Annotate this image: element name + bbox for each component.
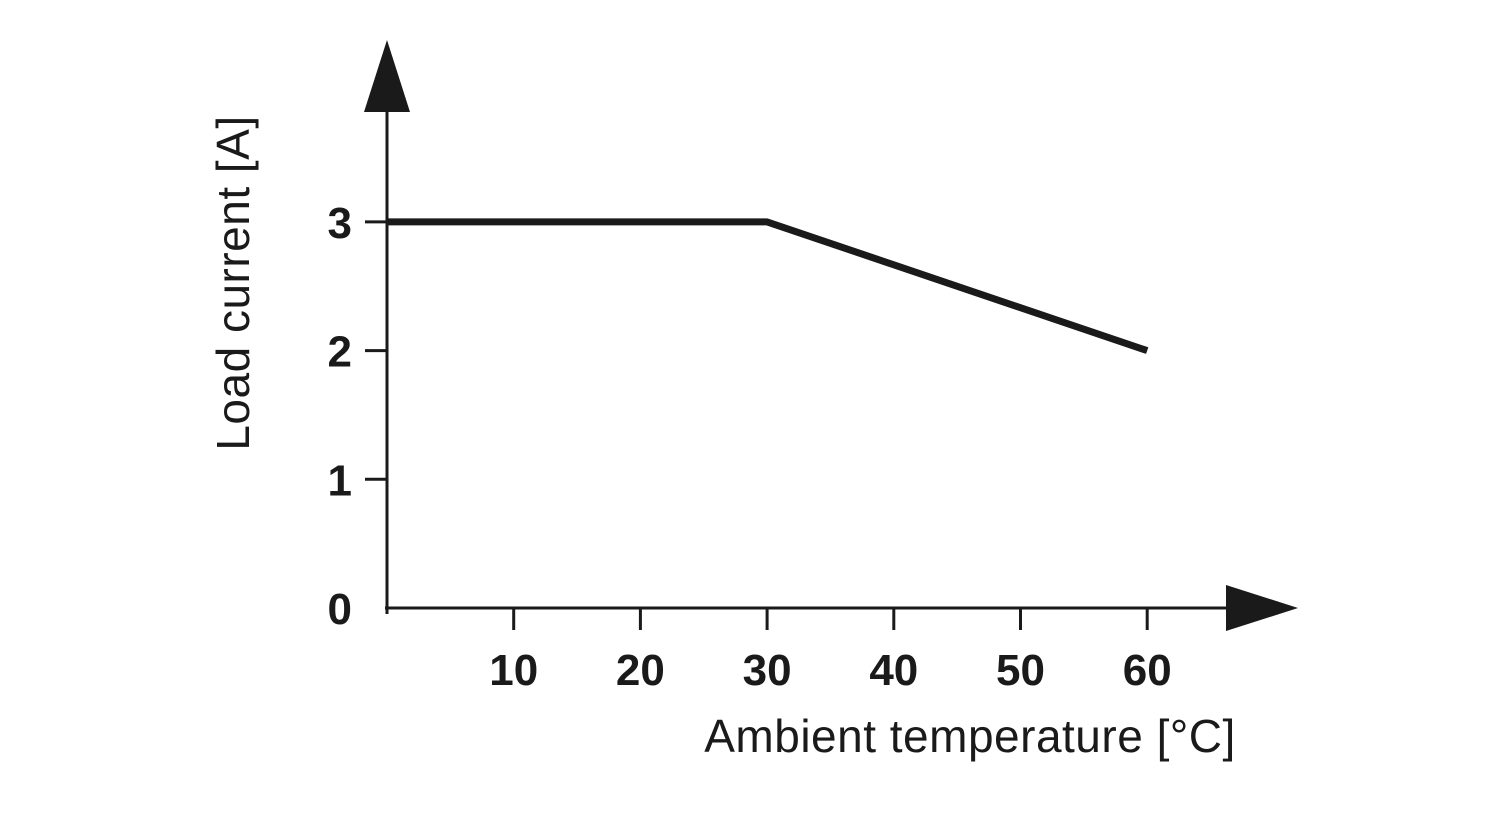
x-axis-arrow-icon — [1226, 585, 1298, 631]
x-tick-label: 20 — [616, 646, 665, 695]
y-tick-label: 3 — [328, 199, 352, 248]
x-axis-label: Ambient temperature [°C] — [704, 710, 1236, 762]
y-tick-label: 2 — [328, 328, 352, 377]
y-tick-label: 1 — [328, 456, 352, 505]
x-tick-label: 50 — [996, 646, 1045, 695]
x-tick-label: 60 — [1123, 646, 1172, 695]
x-tick-label: 30 — [743, 646, 792, 695]
x-tick-label: 10 — [489, 646, 538, 695]
y-axis-label: Load current [A] — [207, 115, 259, 451]
y-axis-arrow-icon — [364, 40, 410, 112]
data-line-load-current-vs-ambient-temperature — [387, 218, 1149, 354]
y-tick-label: 0 — [328, 585, 352, 634]
x-tick-label: 40 — [869, 646, 918, 695]
